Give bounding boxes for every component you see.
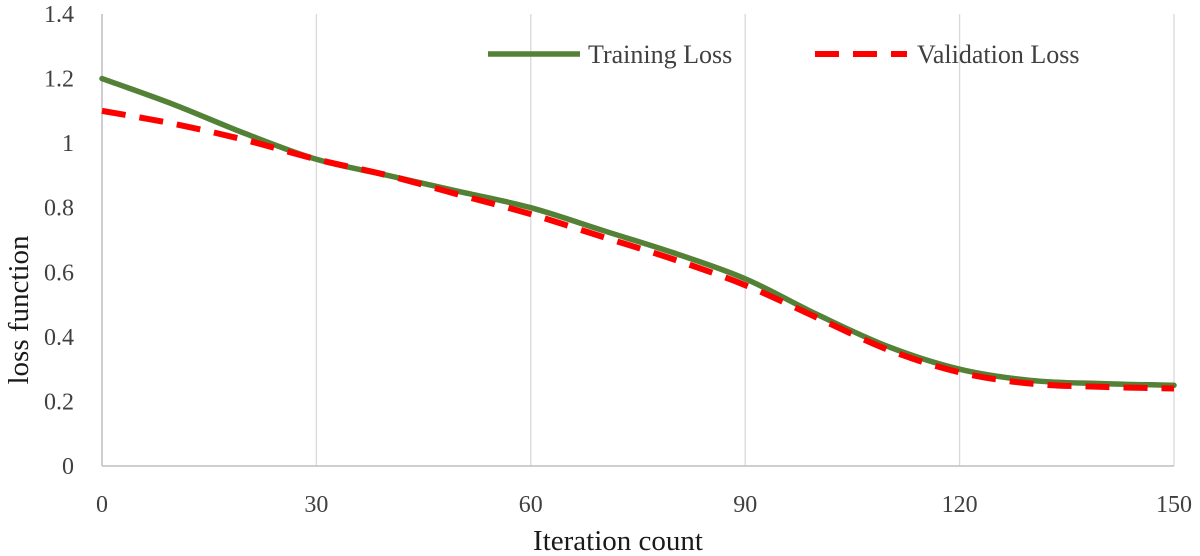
x-tick-label: 120	[942, 492, 978, 518]
y-tick-label: 0.4	[44, 325, 74, 351]
series-line-training-loss	[99, 75, 1177, 389]
legend: Training Loss Validation Loss	[488, 40, 1080, 69]
y-tick-label: 1	[62, 131, 74, 157]
y-tick-label: 1.4	[44, 2, 74, 28]
y-tick-label: 1.2	[44, 67, 74, 93]
y-axis-title: loss function	[3, 235, 35, 385]
legend-label: Validation Loss	[917, 40, 1080, 69]
series-line-validation-loss	[101, 107, 1175, 392]
x-tick-label: 90	[733, 492, 757, 518]
y-tick-label: 0.2	[44, 389, 74, 415]
axes	[101, 14, 1174, 467]
y-tick-labels: 0 0.2 0.4 0.6 0.8 1 1.2 1.4	[44, 2, 74, 480]
x-tick-label: 150	[1156, 492, 1192, 518]
x-tick-label: 0	[96, 492, 108, 518]
legend-label: Training Loss	[588, 40, 732, 69]
y-tick-label: 0	[62, 454, 74, 480]
x-tick-label: 60	[519, 492, 543, 518]
y-tick-label: 0.6	[44, 260, 74, 286]
x-axis-title: Iteration count	[533, 525, 703, 556]
y-tick-label: 0.8	[44, 196, 74, 222]
x-tick-label: 30	[304, 492, 328, 518]
grid-lines	[315, 14, 1175, 466]
x-tick-labels: 0 30 60 90 120 150	[96, 492, 1192, 518]
series-lines	[99, 75, 1177, 392]
